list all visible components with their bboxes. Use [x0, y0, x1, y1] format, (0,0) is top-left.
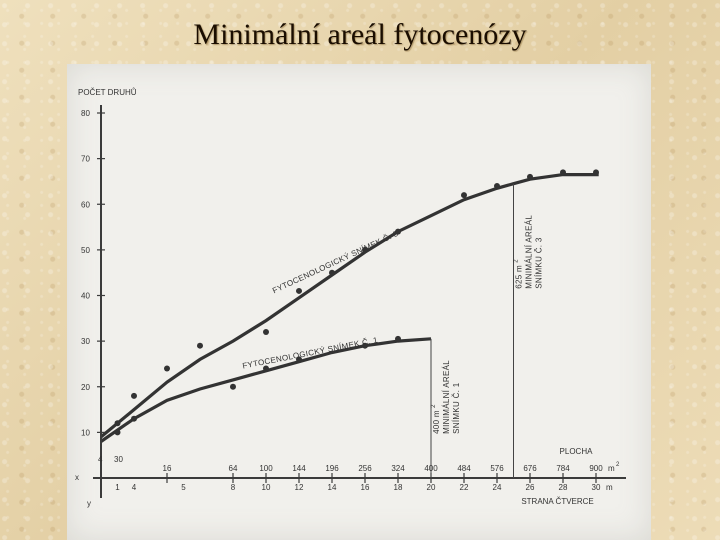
- x-side-tick-label: 20: [427, 483, 436, 492]
- y-tick-label: 80: [81, 109, 90, 118]
- data-point: [197, 342, 203, 349]
- x-area-title: PLOCHA: [560, 447, 594, 456]
- x-area-tick-label: 196: [325, 464, 339, 473]
- slide-title: Minimální areál fytocenózy: [193, 18, 527, 51]
- x-side-tick-label: 18: [394, 483, 403, 492]
- minimal-area-note-2: 625 m: [515, 265, 524, 289]
- x-side-tick-label: 4: [132, 483, 137, 492]
- x-area-unit-sup: 2: [616, 462, 620, 468]
- series-curve-2: [100, 337, 432, 443]
- x-side-tick-label: 14: [328, 483, 337, 492]
- x-area-tick-label: 256: [358, 464, 372, 473]
- x-side-tick-label: 5: [181, 483, 186, 492]
- data-point: [329, 269, 335, 276]
- data-point: [230, 383, 236, 390]
- chart-svg: x y 10 20 30 40 50 60 70 80 POČET DRUHŮ 4 30 16 64 100 1…: [75, 88, 626, 508]
- x-area-tick-label: 484: [457, 464, 471, 473]
- x-area-tick-label: 576: [490, 464, 504, 473]
- y-tick-label: 70: [81, 155, 90, 164]
- data-point: [164, 365, 170, 372]
- y-axis-title: POČET DRUHŮ: [78, 88, 137, 97]
- data-point: [560, 169, 566, 176]
- data-point: [131, 415, 137, 422]
- minimal-area-note-2: MINIMÁLNÍ AREÁL: [525, 215, 534, 289]
- y-axis-mark: y: [87, 499, 91, 508]
- x-area-tick-label: 64: [229, 464, 238, 473]
- data-point: [114, 429, 121, 436]
- x-side-unit: m: [606, 483, 613, 492]
- data-point: [593, 169, 599, 176]
- x-area-tick-label: 400: [424, 464, 438, 473]
- x-area-tick-label: 4: [98, 455, 103, 464]
- x-side-tick-label: 24: [493, 483, 502, 492]
- x-area-tick-label: 676: [523, 464, 537, 473]
- data-point: [263, 365, 269, 372]
- minimal-area-note-2: SNÍMKU Č. 3: [535, 237, 544, 289]
- series-label-2: FYTOCENOLOGICKÝ SNÍMEK Č. 1: [242, 335, 379, 370]
- minimal-area-note-1: MINIMÁLNÍ AREÁL: [442, 360, 451, 434]
- x-area-tick-label: 144: [292, 464, 306, 473]
- x-side-tick-label: 28: [559, 483, 568, 492]
- y-tick-label: 50: [81, 246, 90, 255]
- data-point: [362, 246, 368, 253]
- x-side-tick-label: 12: [295, 483, 304, 492]
- series-label-1: FYTOCENOLOGICKÝ SNÍMEK Č. 3: [271, 229, 400, 295]
- data-point: [362, 342, 368, 349]
- y-tick-label: 40: [81, 292, 90, 301]
- x-side-tick-label: 30: [592, 483, 601, 492]
- chart-figure: x y 10 20 30 40 50 60 70 80 POČET DRUHŮ 4 30 16 64 100 1…: [67, 64, 651, 540]
- data-point: [494, 183, 500, 189]
- x-area-tick-label: 30: [114, 455, 123, 464]
- data-point: [114, 420, 121, 427]
- y-tick-label: 20: [81, 383, 90, 392]
- minimal-area-note-sup-2: 2: [514, 259, 520, 263]
- x-axis-mark: x: [75, 473, 79, 482]
- x-area-unit: m: [608, 464, 615, 473]
- data-point: [263, 329, 269, 335]
- x-area-tick-label: 900: [589, 464, 603, 473]
- x-area-tick-label: 100: [259, 464, 273, 473]
- data-point: [395, 228, 401, 235]
- data-point: [461, 192, 467, 199]
- x-side-tick-label: 16: [361, 483, 370, 492]
- data-point: [296, 356, 302, 363]
- x-side-title: STRANA ČTVERCE: [521, 497, 593, 506]
- x-side-tick-label: 26: [526, 483, 535, 492]
- y-tick-label: 60: [81, 200, 90, 209]
- y-tick-label: 30: [81, 337, 90, 346]
- x-side-tick-label: 10: [262, 483, 271, 492]
- x-side-tick-label: 8: [231, 483, 236, 492]
- data-point: [296, 287, 302, 294]
- y-tick-label: 10: [81, 428, 90, 437]
- x-area-tick-label: 16: [163, 464, 172, 473]
- x-area-tick-label: 784: [556, 464, 570, 473]
- data-point: [395, 335, 401, 342]
- data-point: [527, 173, 533, 180]
- x-side-tick-label: 1: [115, 483, 120, 492]
- data-point: [131, 392, 137, 399]
- minimal-area-note-1: SNÍMKU Č. 1: [452, 382, 461, 434]
- minimal-area-note-sup-1: 2: [431, 404, 437, 408]
- minimal-area-note-1: 400 m: [432, 410, 441, 434]
- x-area-tick-label: 324: [391, 464, 405, 473]
- x-side-tick-label: 22: [460, 483, 469, 492]
